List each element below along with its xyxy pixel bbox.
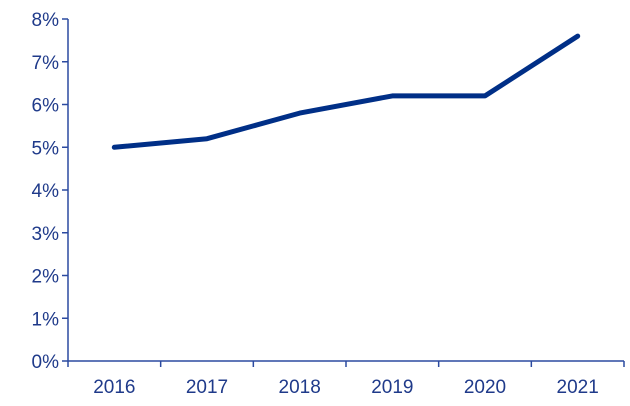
x-axis: 2016 2017 2018 2019 2020 2021 bbox=[67, 360, 625, 398]
x-tick-label: 2019 bbox=[371, 377, 413, 398]
y-tick-label: 7% bbox=[32, 53, 60, 74]
y-tick-label: 4% bbox=[32, 181, 60, 202]
x-tick-label: 2016 bbox=[93, 377, 135, 398]
series-group bbox=[111, 33, 581, 150]
y-tick-label: 8% bbox=[32, 10, 60, 31]
y-tick-label: 0% bbox=[32, 352, 60, 373]
y-tick-label: 6% bbox=[32, 96, 60, 117]
x-tick-label: 2021 bbox=[557, 377, 599, 398]
x-tick-label: 2018 bbox=[279, 377, 321, 398]
x-tick-label: 2020 bbox=[464, 377, 506, 398]
y-tick-label: 3% bbox=[32, 224, 60, 245]
y-tick-label: 5% bbox=[32, 138, 60, 159]
y-axis: 0% 1% 2% 3% 4% 5% 6% 7% 8% bbox=[32, 10, 69, 373]
series-line-0 bbox=[111, 33, 581, 150]
x-tick-label: 2017 bbox=[186, 377, 228, 398]
y-tick-label: 2% bbox=[32, 267, 60, 288]
y-tick-label: 1% bbox=[32, 309, 60, 330]
